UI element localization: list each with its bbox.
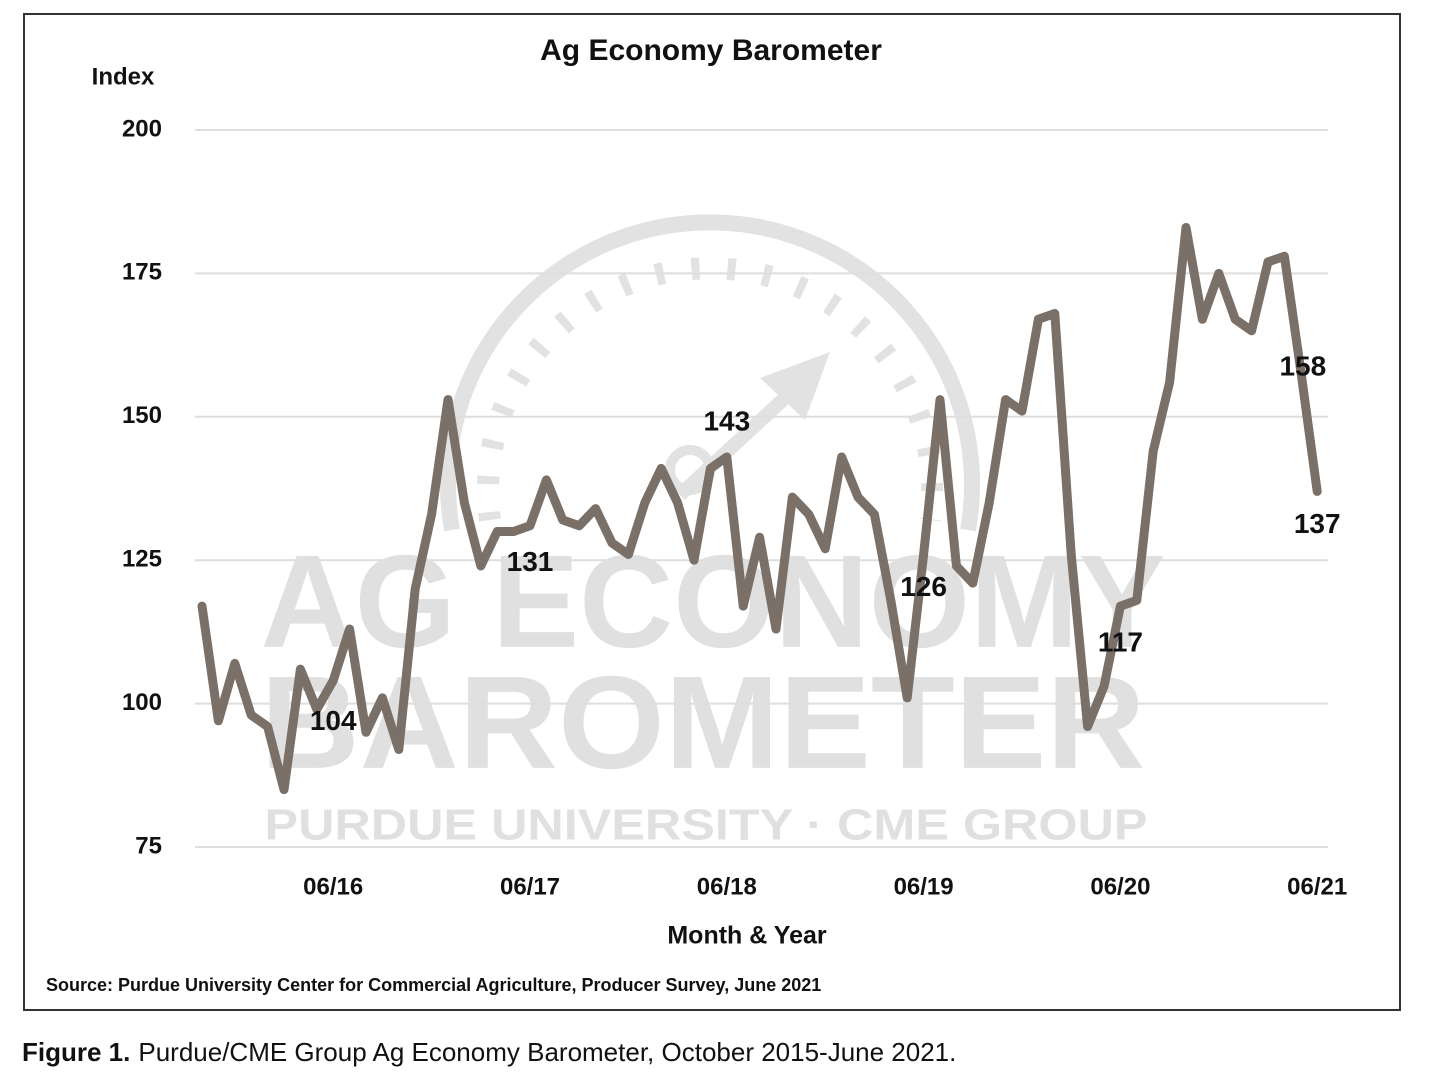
- x-tick-label: 06/21: [1287, 873, 1347, 900]
- data-label: 126: [900, 571, 947, 602]
- y-tick-label: 175: [122, 259, 162, 286]
- data-label: 137: [1294, 508, 1341, 539]
- source-note: Source: Purdue University Center for Com…: [46, 975, 821, 995]
- y-tick-label: 150: [122, 402, 162, 429]
- data-label: 131: [507, 546, 554, 577]
- x-tick-label: 06/17: [500, 873, 560, 900]
- chart-frame: [23, 13, 1401, 1011]
- caption-text: Purdue/CME Group Ag Economy Barometer, O…: [138, 1037, 956, 1067]
- y-tick-label: 75: [135, 832, 162, 859]
- data-line: [197, 223, 1322, 795]
- data-label: 117: [1098, 626, 1143, 657]
- x-tick-label: 06/20: [1090, 873, 1150, 900]
- x-tick-label: 06/16: [303, 873, 363, 900]
- y-tick-label: 125: [122, 546, 162, 573]
- caption-label: Figure 1.: [22, 1037, 130, 1067]
- chart-title: Ag Economy Barometer: [540, 34, 882, 67]
- figure-caption: Figure 1. Purdue/CME Group Ag Economy Bar…: [22, 1037, 956, 1067]
- y-tick-label: 100: [122, 689, 162, 716]
- data-label: 158: [1279, 350, 1326, 381]
- y-tick-label: 200: [122, 115, 162, 142]
- x-axis-label: Month & Year: [667, 922, 827, 950]
- x-tick-label: 06/18: [697, 873, 757, 900]
- watermark-subline: PURDUE UNIVERSITY · CME GROUP: [265, 801, 1148, 850]
- data-label: 104: [310, 705, 357, 736]
- x-tick-label: 06/19: [894, 873, 954, 900]
- data-label: 143: [703, 405, 750, 436]
- y-axis-label: Index: [92, 63, 155, 90]
